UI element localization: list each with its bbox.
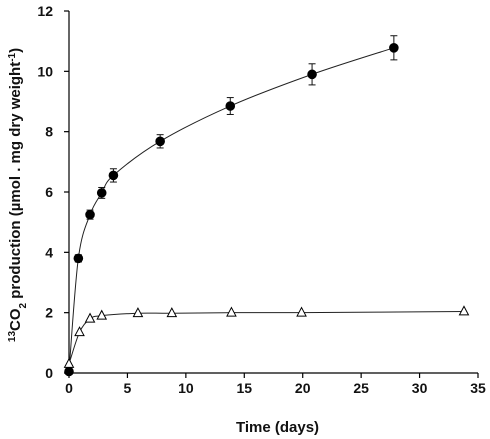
- series-2: [63, 305, 470, 368]
- y-label-close: ): [7, 48, 24, 53]
- y-tick-label: 0: [45, 365, 53, 381]
- data-point: [73, 253, 84, 264]
- x-tick-label: 30: [412, 380, 428, 396]
- axes: [68, 11, 478, 374]
- data-point: [389, 43, 399, 53]
- series-1-line: [68, 47, 395, 372]
- y-ticks: 0 2 4 6 8 10 12: [37, 3, 69, 381]
- data-point: [64, 366, 74, 377]
- y-label-co: CO: [7, 308, 24, 331]
- data-point: [307, 69, 317, 80]
- data-point: [85, 209, 95, 220]
- data-point: [166, 307, 178, 318]
- y-tick-label: 6: [45, 184, 53, 200]
- y-label-production: production (µmol . mg dry weight: [7, 62, 24, 303]
- data-point: [132, 307, 144, 318]
- x-tick-label: 20: [295, 380, 311, 396]
- data-point: [84, 312, 96, 323]
- x-tick-label: 15: [236, 380, 252, 396]
- data-point: [63, 357, 75, 368]
- data-point: [296, 306, 307, 317]
- data-point: [458, 305, 470, 316]
- data-point: [74, 326, 85, 337]
- x-tick-label: 35: [470, 380, 486, 396]
- series-2-line: [68, 310, 464, 365]
- data-point: [225, 101, 236, 111]
- x-tick-label: 5: [124, 380, 132, 396]
- data-point: [226, 306, 237, 317]
- y-tick-label: 12: [37, 3, 53, 19]
- x-ticks: 0 5 10 15 20 25 30 35: [65, 373, 486, 396]
- data-point: [108, 170, 119, 181]
- y-tick-label: 10: [37, 63, 53, 79]
- series-layer: [63, 35, 470, 377]
- x-tick-label: 25: [353, 380, 369, 396]
- y-label-sup-13: 13: [7, 331, 18, 343]
- y-label-sup-neg1: -1: [7, 52, 18, 61]
- data-point: [155, 136, 165, 147]
- y-axis-label: 13CO2 production (µmol . mg dry weight-1…: [7, 48, 29, 342]
- y-tick-label: 8: [45, 124, 53, 140]
- x-tick-label: 10: [178, 380, 194, 396]
- y-label-sub-2: 2: [18, 302, 29, 308]
- x-axis-label: Time (days): [236, 419, 319, 436]
- data-point: [96, 309, 108, 320]
- y-tick-label: 4: [45, 244, 53, 260]
- y-tick-label: 2: [45, 305, 53, 321]
- data-point: [96, 188, 107, 198]
- series-1: [64, 35, 399, 377]
- x-tick-label: 0: [65, 380, 73, 396]
